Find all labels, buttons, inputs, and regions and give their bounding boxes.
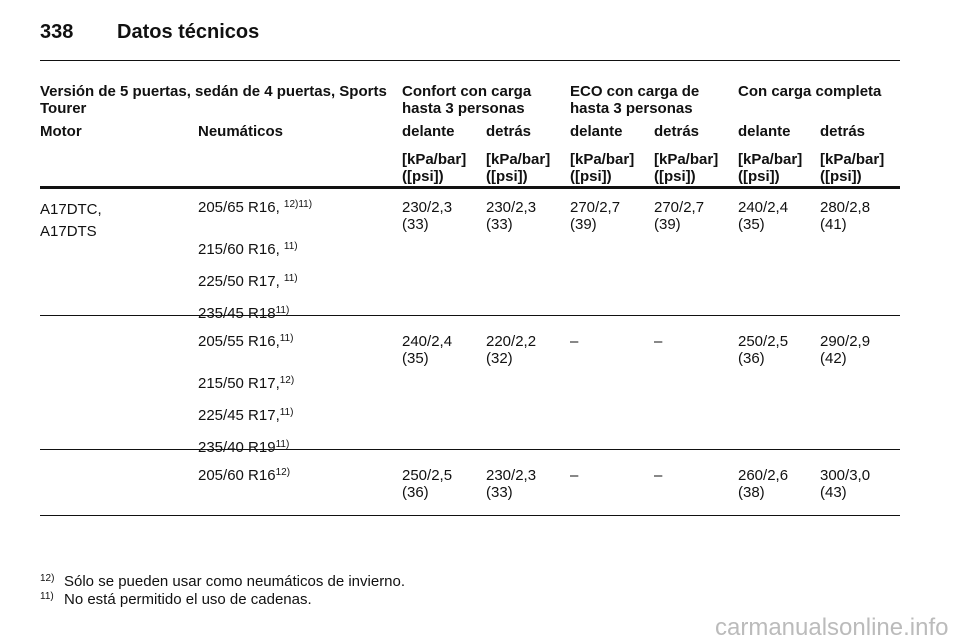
tyre-size: 225/50 R17, (198, 273, 284, 290)
value: 250/2,5 (36) (402, 467, 453, 501)
rule (40, 449, 900, 450)
group-header: Versión de 5 puertas, sedán de 4 puertas… (40, 83, 387, 117)
tyre: 225/45 R17,11) (198, 407, 293, 424)
value: 240/2,4 (35) (402, 333, 453, 367)
rule (40, 315, 900, 316)
value: 240/2,4 (35) (738, 199, 789, 233)
value: 280/2,8 (41) (820, 199, 871, 233)
value: 230/2,3 (33) (402, 199, 453, 233)
tyre-size: 215/50 R17, (198, 375, 280, 392)
tyre-size: 215/60 R16, (198, 241, 284, 258)
rule (40, 186, 900, 189)
value: 290/2,9 (42) (820, 333, 871, 367)
value: 230/2,3 (33) (486, 199, 537, 233)
unit: [kPa/bar] ([psi]) (486, 151, 551, 185)
motor: A17DTC, A17DTS (40, 201, 102, 240)
tyre: 235/40 R1911) (198, 439, 289, 456)
unit: [kPa/bar] ([psi]) (402, 151, 467, 185)
column-header: Motor (40, 123, 82, 140)
tyre-size: 205/55 R16, (198, 333, 280, 350)
page-number: 338 (40, 21, 74, 43)
value: – (570, 467, 579, 484)
unit: [kPa/bar] ([psi]) (654, 151, 719, 185)
tyre-size: 205/60 R16 (198, 467, 276, 484)
footnote-ref: 11) (283, 241, 298, 252)
group-header: Con carga completa (738, 83, 882, 100)
unit: [kPa/bar] ([psi]) (738, 151, 803, 185)
page-title: Datos técnicos (117, 21, 260, 43)
footnote-text: No está permitido el uso de cadenas. (64, 591, 312, 608)
tyre: 225/50 R17, 11) (198, 273, 298, 290)
tyre: 205/60 R1612) (198, 467, 290, 484)
value: 220/2,2 (32) (486, 333, 537, 367)
footnote-text: Sólo se pueden usar como neumáticos de i… (64, 573, 406, 590)
tyre: 205/55 R16,11) (198, 333, 293, 350)
column-header: Neumáticos (198, 123, 284, 140)
column-header: delante (738, 123, 791, 140)
footnote-ref: 11) (275, 439, 290, 450)
value: 250/2,5 (36) (738, 333, 789, 367)
column-header: detrás (486, 123, 532, 140)
rule (40, 60, 900, 61)
footnote-ref: 11) (275, 305, 290, 316)
tyre: 235/45 R1811) (198, 305, 289, 322)
value: 230/2,3 (33) (486, 467, 537, 501)
column-header: detrás (820, 123, 866, 140)
watermark: carmanualsonline.info (715, 614, 949, 641)
footnote-ref: 11) (283, 273, 298, 284)
tyre: 205/65 R16, 12)11) (198, 199, 312, 216)
rule (40, 515, 900, 516)
unit: [kPa/bar] ([psi]) (570, 151, 635, 185)
group-header: ECO con carga de hasta 3 personas (570, 83, 700, 117)
value: 270/2,7 (39) (570, 199, 621, 233)
footnote-ref: 12) (279, 375, 295, 386)
footnote-ref: 11) (279, 333, 294, 344)
tyre: 215/50 R17,12) (198, 375, 294, 392)
tyre-size: 235/40 R19 (198, 439, 276, 456)
unit: [kPa/bar] ([psi]) (820, 151, 885, 185)
footnote-ref: 11) (279, 407, 294, 418)
value: 260/2,6 (38) (738, 467, 789, 501)
value: – (654, 467, 663, 484)
group-header: Confort con carga hasta 3 personas (402, 83, 532, 117)
value: 270/2,7 (39) (654, 199, 705, 233)
value: – (570, 333, 579, 350)
value: – (654, 333, 663, 350)
footnote-ref: 12) (275, 467, 291, 478)
tyre-size: 225/45 R17, (198, 407, 280, 424)
value: 300/3,0 (43) (820, 467, 871, 501)
column-header: delante (402, 123, 455, 140)
column-header: delante (570, 123, 623, 140)
tyre-size: 235/45 R18 (198, 305, 276, 322)
column-header: detrás (654, 123, 700, 140)
footnote-ref: 12)11) (283, 199, 313, 210)
tyre: 215/60 R16, 11) (198, 241, 298, 258)
tyre-size: 205/65 R16, (198, 199, 284, 216)
